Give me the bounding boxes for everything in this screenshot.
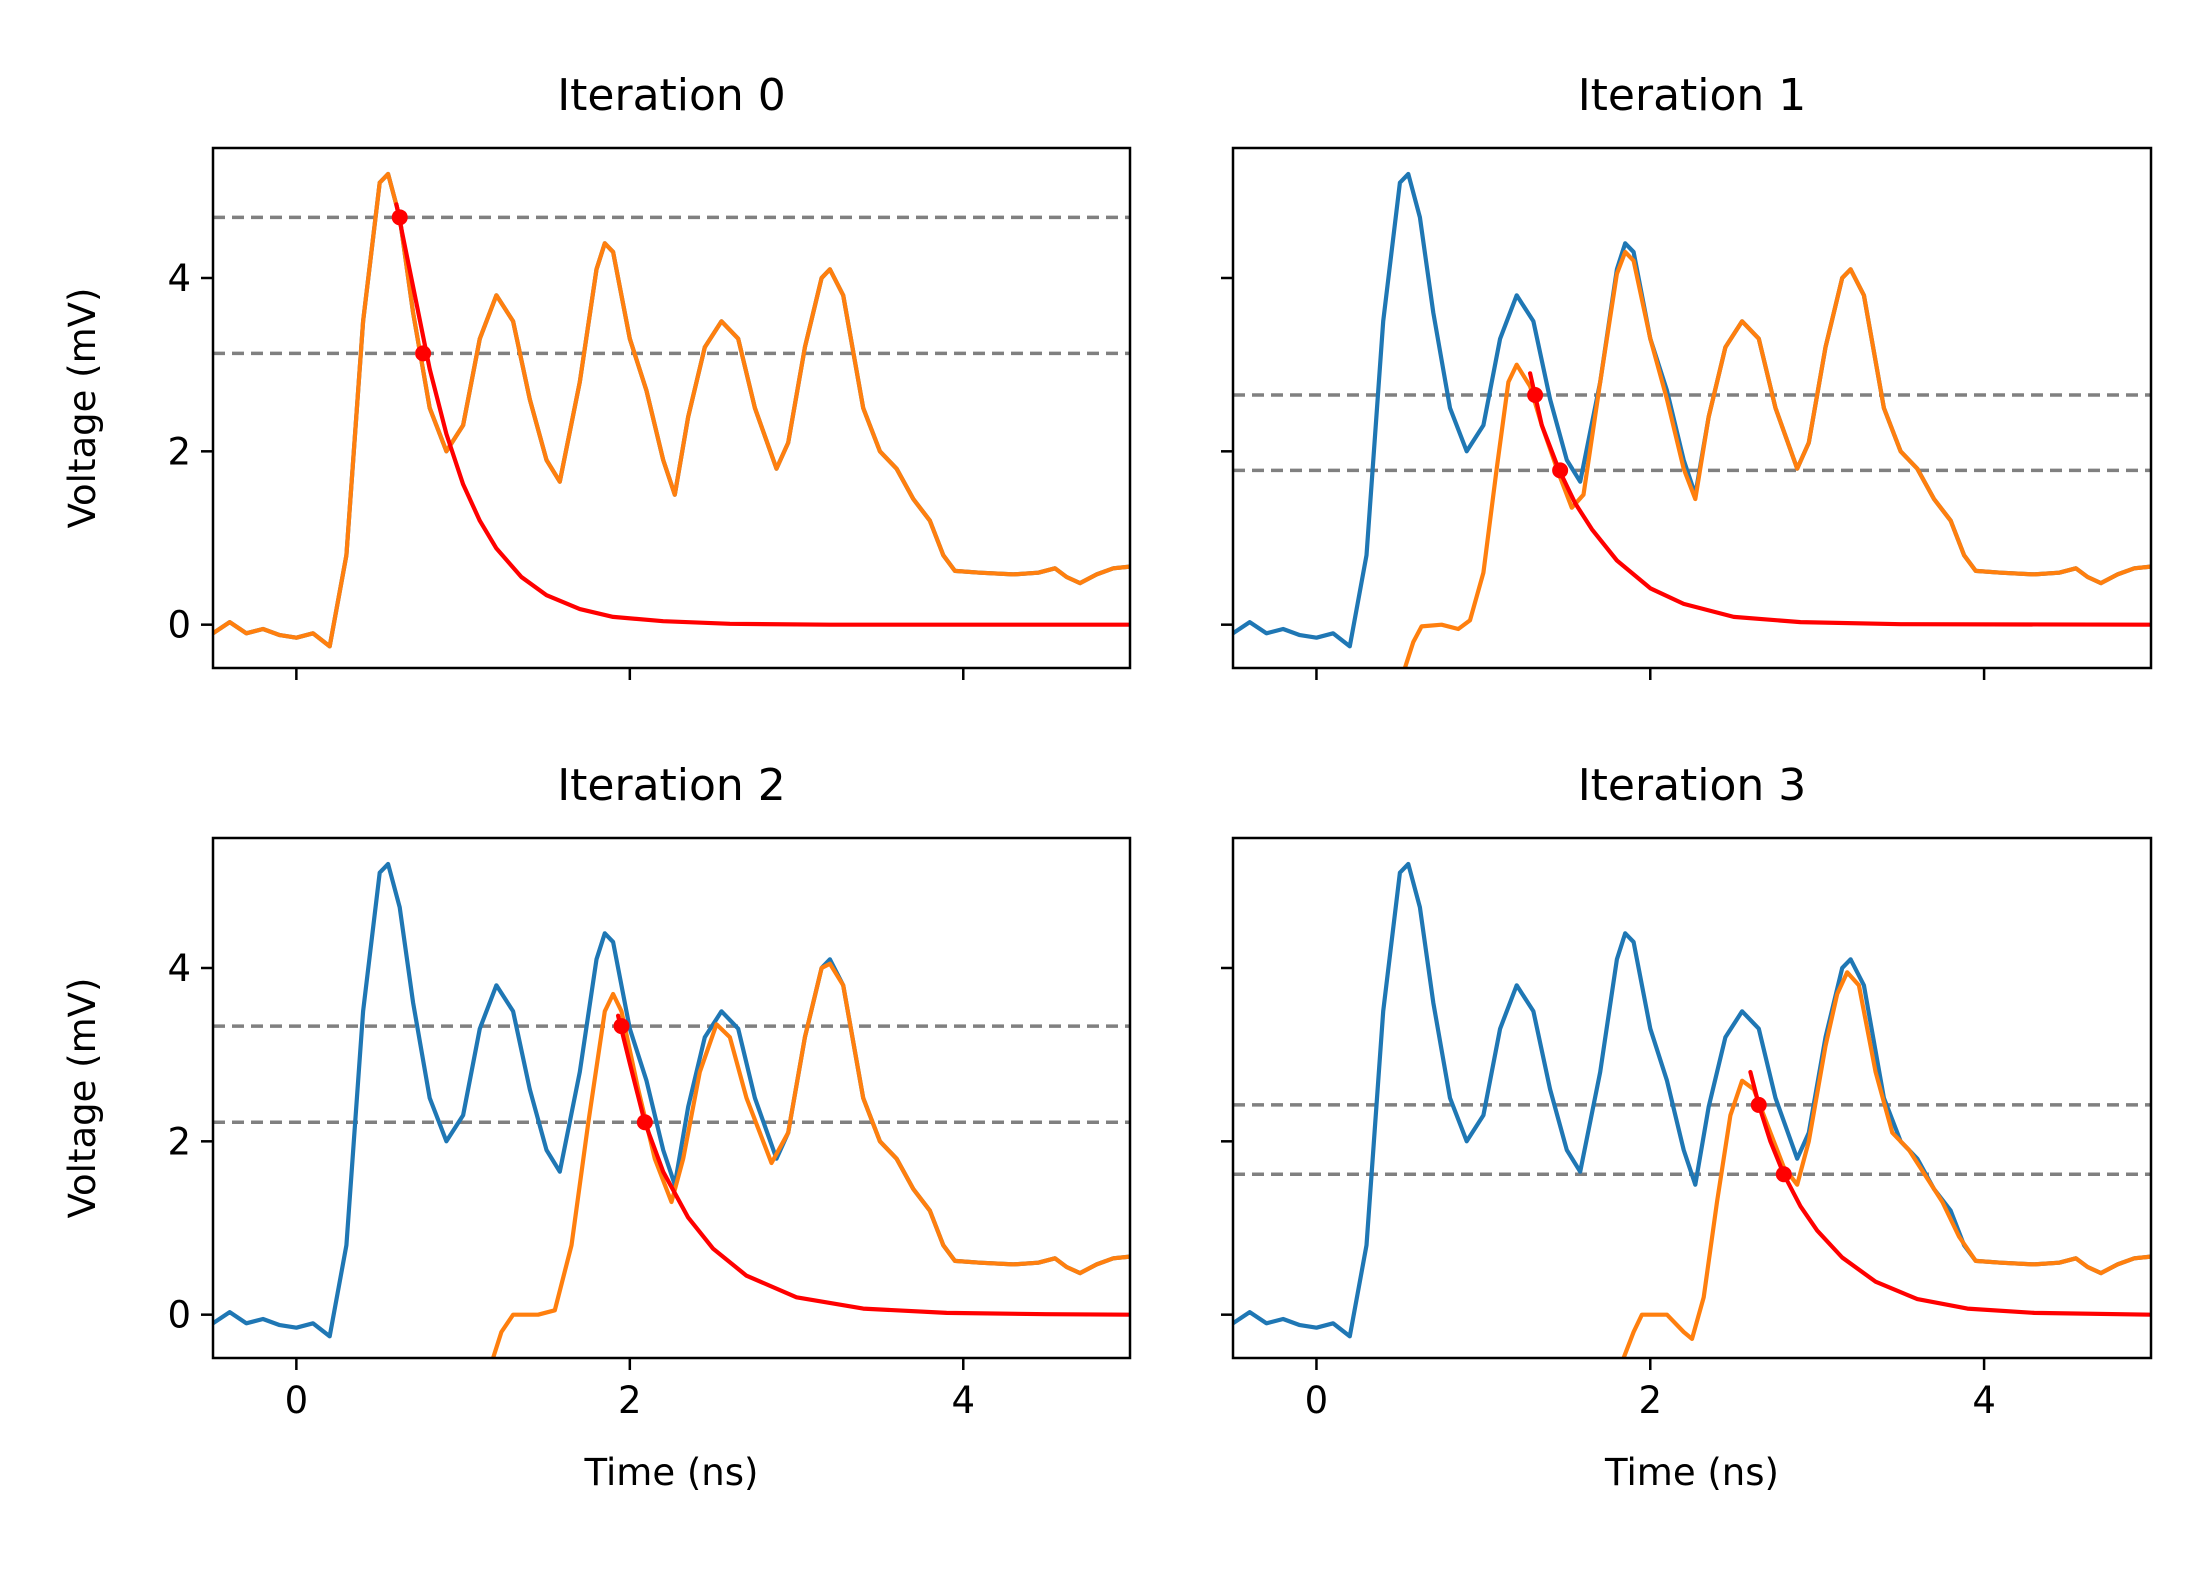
x-axis-label: Time (ns)	[584, 1451, 759, 1494]
x-tick-label: 0	[285, 1379, 309, 1422]
axes-frame	[1231, 836, 2153, 1360]
axes-frame	[211, 146, 1132, 670]
threshold-marker	[613, 1018, 630, 1035]
threshold-marker	[1750, 1096, 1767, 1113]
y-tick-label: 4	[167, 257, 191, 300]
plot-area	[1233, 861, 2151, 1358]
x-tick-label: 0	[1305, 1379, 1329, 1422]
series-fit-line	[1748, 1069, 2151, 1317]
series-residual-line	[491, 961, 1130, 1358]
threshold-marker	[391, 209, 408, 226]
x-tick-label: 4	[1972, 1379, 1996, 1422]
threshold-marker	[415, 345, 432, 362]
series-residual-line	[1402, 249, 2151, 668]
subplot-1: Iteration 1	[1221, 70, 2153, 680]
y-tick-label: 2	[167, 430, 191, 473]
subplot-title: Iteration 2	[557, 760, 786, 811]
series-fit-line	[394, 202, 1130, 627]
x-tick-label: 2	[1638, 1379, 1662, 1422]
subplot-0: 0 2 4 Iteration 0 Voltage (mV)	[61, 70, 1132, 680]
plot-area	[213, 171, 1130, 649]
y-tick-label: 0	[167, 604, 191, 647]
subplot-2: 0 2 4 0 2 4 Iteration 2 Voltage (mV) Time (ns)	[61, 760, 1132, 1494]
x-tick-label: 2	[618, 1379, 642, 1422]
series-original-line	[1233, 861, 2151, 1339]
y-axis-label: Voltage (mV)	[61, 978, 104, 1219]
y-tick-label: 2	[167, 1120, 191, 1163]
y-tick-label: 4	[167, 947, 191, 990]
plot-area	[1233, 171, 2151, 668]
series-original-line	[213, 171, 1130, 649]
series-residual-line	[1621, 970, 2151, 1358]
series-original-line	[1233, 171, 2151, 649]
subplot-title: Iteration 3	[1578, 760, 1807, 811]
subplot-title: Iteration 0	[557, 70, 786, 121]
x-axis-label: Time (ns)	[1604, 1451, 1779, 1494]
series-original-line	[213, 861, 1130, 1339]
axes-frame	[211, 836, 1132, 1360]
threshold-marker	[1527, 387, 1544, 403]
y-tick-label: 0	[167, 1294, 191, 1337]
series-fit-line	[616, 1013, 1130, 1317]
series-residual-line	[213, 171, 1130, 649]
x-tick-label: 4	[951, 1379, 975, 1422]
y-axis-label: Voltage (mV)	[61, 288, 104, 529]
series-fit-line	[1528, 371, 2151, 627]
subplot-title: Iteration 1	[1578, 70, 1807, 121]
threshold-marker	[1775, 1166, 1792, 1183]
threshold-marker	[636, 1114, 653, 1131]
axes-frame	[1231, 146, 2153, 670]
threshold-marker	[1552, 462, 1569, 479]
plot-area	[213, 861, 1130, 1358]
subplot-3: 0 2 4 Iteration 3 Time (ns)	[1221, 760, 2153, 1494]
